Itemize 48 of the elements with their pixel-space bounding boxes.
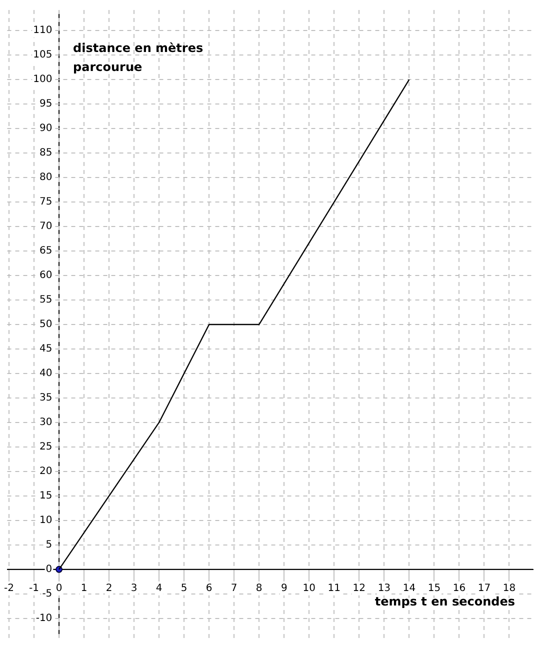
y-tick-label: 20 [39, 466, 52, 478]
y-tick-label: 85 [39, 148, 52, 159]
x-tick-label: 3 [130, 583, 138, 594]
x-tick-label: 16 [452, 583, 466, 594]
x-tick-label: 6 [206, 583, 212, 594]
y-tick-label: 15 [39, 490, 52, 502]
x-tick-label: 7 [230, 583, 238, 594]
y-tick-label: 0 [46, 564, 52, 576]
y-tick-label: -10 [36, 613, 52, 624]
x-tick-label: -1 [29, 583, 40, 594]
y-tick-label: 35 [39, 392, 52, 404]
x-tick-label: 4 [156, 583, 162, 594]
x-axis-title: temps t en secondes [374, 594, 515, 608]
x-tick-label: 1 [80, 583, 88, 594]
y-tick-label: 95 [39, 98, 52, 110]
x-tick-label: 9 [280, 583, 288, 594]
y-axis-title: distance en mètres parcourue [73, 41, 204, 74]
x-tick-label: 10 [302, 583, 316, 594]
x-tick-label: 14 [402, 583, 416, 594]
x-tick-label: 11 [328, 583, 341, 594]
x-tick-label: 2 [106, 583, 112, 594]
y-tick-label: 90 [39, 123, 52, 134]
x-tick-label: 18 [502, 583, 516, 594]
x-tick-label: 15 [428, 583, 441, 594]
y-tick-label: 25 [39, 442, 52, 453]
y-tick-label: 30 [39, 417, 52, 428]
y-tick-label: 60 [39, 270, 52, 282]
x-tick-label: 8 [256, 583, 262, 594]
y-tick-label: 105 [33, 50, 52, 61]
y-tick-label: 110 [33, 25, 52, 36]
y-tick-label: -5 [42, 588, 52, 600]
x-tick-label: 0 [56, 583, 62, 594]
y-tick-label: 45 [39, 344, 52, 355]
y-tick-label: 100 [33, 74, 52, 86]
y-tick-label: 55 [39, 294, 52, 306]
y-tick-label: 65 [39, 246, 52, 257]
y-tick-label: 70 [39, 221, 52, 232]
y-tick-label: 50 [39, 319, 52, 330]
y-tick-label: 40 [39, 368, 52, 380]
x-tick-label: 12 [352, 583, 366, 594]
y-tick-label: 10 [39, 515, 52, 526]
x-tick-label: 17 [478, 583, 491, 594]
x-tick-label: -2 [4, 583, 14, 594]
y-tick-label: 80 [39, 172, 52, 184]
x-tick-label: 13 [378, 583, 391, 594]
y-tick-label: 5 [46, 540, 52, 551]
x-tick-label: 5 [180, 583, 188, 594]
y-tick-label: 75 [39, 196, 52, 208]
